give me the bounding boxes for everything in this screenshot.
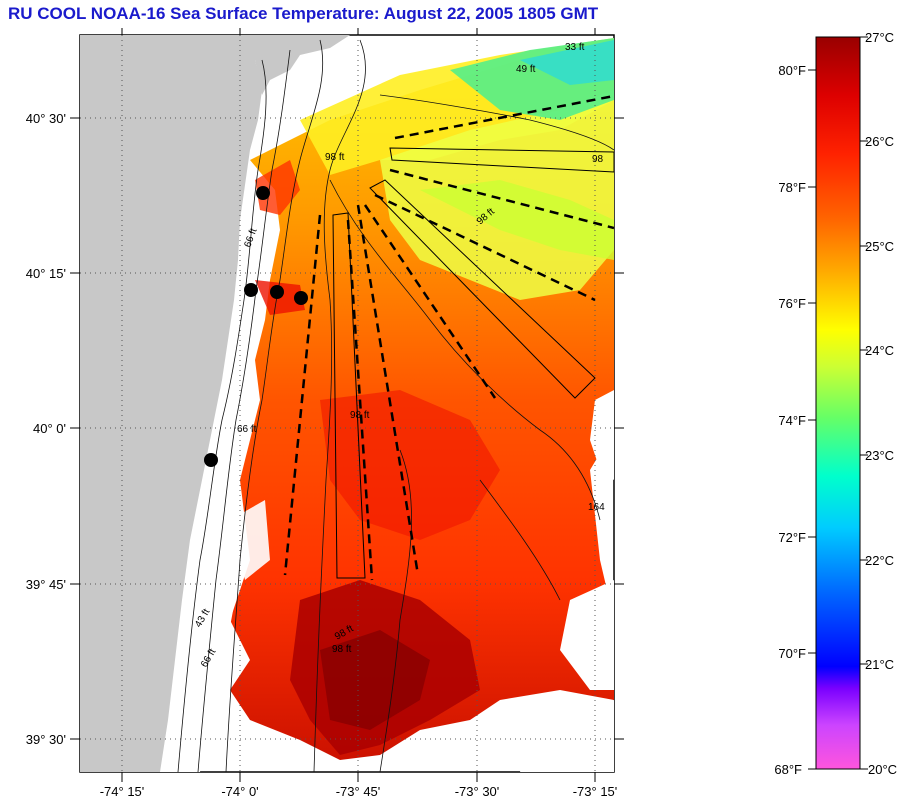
lon-label: -74° 0' [221, 784, 258, 799]
celsius-label: 24°C [865, 343, 894, 358]
lon-label: -73° 30' [455, 784, 500, 799]
latitude-labels: 40° 30' 40° 15' 40° 0' 39° 45' 39° 30' [26, 111, 66, 747]
contour-label: 49 ft [516, 64, 536, 75]
station-marker [294, 291, 308, 305]
fahrenheit-label: 76°F [778, 296, 806, 311]
contour-label: 164 [588, 502, 605, 513]
contour-label: 66 ft [237, 424, 257, 435]
lat-label: 40° 0' [33, 421, 66, 436]
station-marker [204, 453, 218, 467]
lat-label: 40° 15' [26, 266, 66, 281]
lon-label: -73° 45' [336, 784, 381, 799]
station-marker [244, 283, 258, 297]
station-marker [256, 186, 270, 200]
fahrenheit-label: 80°F [778, 63, 806, 78]
contour-label: 98 ft [325, 152, 345, 163]
bathymetry-contours [177, 39, 614, 772]
contour-label: 98 ft [332, 644, 352, 655]
lon-label: -73° 15' [573, 784, 618, 799]
celsius-label: 23°C [865, 448, 894, 463]
colorbar: 80°F 78°F 76°F 74°F 72°F 70°F 68°F 27°C … [774, 30, 897, 777]
celsius-label: 21°C [865, 657, 894, 672]
celsius-labels: 27°C 26°C 25°C 24°C 23°C 22°C 21°C 20°C [865, 30, 897, 777]
longitude-labels: -74° 15' -74° 0' -73° 45' -73° 30' -73° … [100, 784, 618, 799]
contour-label: 33 ft [565, 42, 585, 53]
station-markers [204, 186, 308, 467]
celsius-label: 22°C [865, 553, 894, 568]
fahrenheit-label: 74°F [778, 413, 806, 428]
survey-lines [283, 94, 614, 581]
lat-label: 39° 30' [26, 732, 66, 747]
fahrenheit-label: 68°F [774, 762, 802, 777]
colorbar-ticks [808, 36, 868, 770]
contour-label: 98 ft [350, 410, 370, 421]
colorbar-gradient [815, 36, 861, 770]
fahrenheit-label: 70°F [778, 646, 806, 661]
fahrenheit-labels: 80°F 78°F 76°F 74°F 72°F 70°F 68°F [774, 63, 806, 777]
celsius-label: 20°C [868, 762, 897, 777]
celsius-label: 25°C [865, 239, 894, 254]
celsius-label: 27°C [865, 30, 894, 45]
station-marker [270, 285, 284, 299]
frame-ticks [70, 28, 624, 782]
map-title: RU COOL NOAA-16 Sea Surface Temperature:… [8, 4, 599, 23]
land-long-island [80, 35, 350, 95]
lat-label: 40° 30' [26, 111, 66, 126]
sst-field [230, 38, 614, 760]
contour-label: 98 [592, 154, 604, 165]
fahrenheit-label: 72°F [778, 530, 806, 545]
land-new-jersey [80, 35, 262, 772]
graticule [80, 35, 614, 772]
lon-label: -74° 15' [100, 784, 145, 799]
fahrenheit-label: 78°F [778, 180, 806, 195]
celsius-label: 26°C [865, 134, 894, 149]
lat-label: 39° 45' [26, 577, 66, 592]
